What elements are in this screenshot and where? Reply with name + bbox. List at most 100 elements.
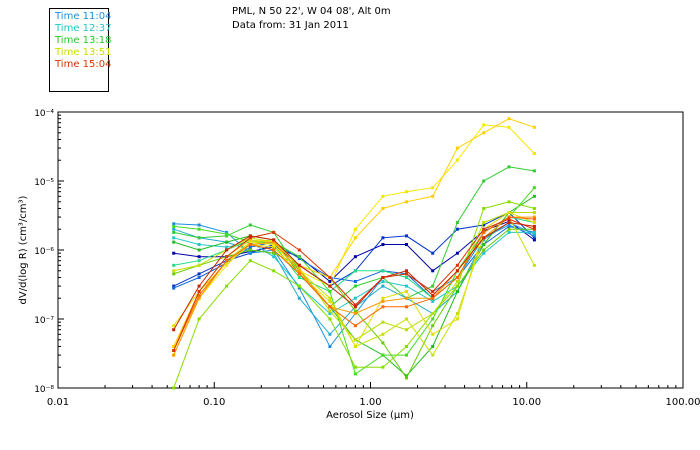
data-point — [507, 211, 511, 214]
data-point — [455, 290, 459, 293]
data-point — [328, 299, 332, 303]
data-point — [353, 372, 357, 376]
x-tick-label: 0.01 — [47, 397, 69, 408]
data-point — [532, 194, 536, 198]
series-12 — [172, 200, 536, 390]
series-line — [173, 231, 535, 315]
data-point — [248, 240, 252, 244]
data-point — [507, 117, 511, 121]
data-point — [172, 349, 176, 352]
data-point — [405, 200, 408, 204]
data-point — [197, 259, 201, 263]
data-point — [381, 365, 385, 369]
data-point — [482, 207, 486, 210]
data-point — [353, 255, 357, 259]
data-point — [248, 236, 252, 240]
chart-title: PML, N 50 22', W 04 08', Alt 0m — [232, 6, 391, 17]
data-point — [225, 263, 229, 267]
data-point — [297, 269, 301, 273]
y-tick-label: 10⁻⁶ — [34, 247, 54, 257]
data-point — [532, 234, 536, 238]
data-point — [405, 353, 408, 357]
data-point — [328, 345, 332, 348]
data-point — [297, 296, 301, 300]
data-point — [532, 221, 536, 224]
data-point — [405, 234, 408, 238]
data-point — [248, 259, 252, 263]
data-point — [353, 338, 357, 342]
data-point — [455, 221, 459, 224]
data-point — [482, 236, 486, 240]
data-point — [172, 230, 176, 234]
data-point — [482, 248, 486, 252]
data-point — [405, 328, 408, 332]
data-point — [197, 290, 201, 293]
data-point — [172, 222, 176, 226]
tick-layer: 0.01 0.10 1.00 10.00 100.00 10⁻⁸ 10⁻⁷ 10⁻⁶ 10⁻⁵ 1… — [34, 109, 700, 408]
data-point — [297, 248, 301, 252]
data-point — [482, 221, 486, 224]
data-point — [431, 353, 435, 357]
data-point — [405, 290, 408, 293]
data-point — [353, 303, 357, 307]
data-point — [225, 255, 229, 259]
data-point — [297, 286, 301, 290]
data-point — [482, 179, 486, 183]
data-point — [405, 376, 408, 380]
data-point — [353, 284, 357, 288]
y-tick-label: 10⁻⁸ — [34, 385, 54, 395]
data-point — [381, 332, 385, 336]
data-point — [197, 293, 201, 297]
data-point — [405, 272, 408, 276]
x-axis-label: Aerosol Size (μm) — [326, 410, 414, 421]
data-point — [328, 317, 332, 321]
data-point — [431, 332, 435, 336]
data-point — [405, 284, 408, 288]
data-point — [405, 345, 408, 348]
data-point — [225, 240, 229, 244]
data-point — [507, 221, 511, 224]
data-point — [532, 217, 536, 221]
data-point — [431, 345, 435, 348]
data-point — [455, 280, 459, 283]
data-point — [248, 223, 252, 227]
data-point — [328, 276, 332, 279]
data-point — [381, 353, 385, 357]
data-point — [405, 276, 408, 279]
data-point — [507, 223, 511, 227]
data-point — [328, 296, 332, 300]
data-point — [405, 305, 408, 309]
data-point — [353, 269, 357, 273]
data-point — [532, 238, 536, 242]
data-point — [248, 238, 252, 242]
data-point — [197, 255, 201, 259]
data-point — [353, 365, 357, 369]
data-point — [381, 276, 385, 279]
data-point — [353, 324, 357, 328]
data-point — [455, 146, 459, 150]
data-point — [431, 317, 435, 321]
data-point — [272, 230, 276, 234]
data-point — [507, 165, 511, 169]
data-point — [381, 194, 385, 198]
data-point — [431, 251, 435, 255]
data-point — [197, 227, 201, 231]
x-tick-label: 100.00 — [666, 397, 700, 408]
data-point — [172, 227, 176, 231]
data-point — [172, 386, 176, 390]
data-point — [272, 269, 276, 273]
data-point — [197, 272, 201, 276]
data-point — [455, 276, 459, 279]
data-point — [197, 317, 201, 321]
data-point — [172, 286, 176, 290]
data-point — [225, 248, 229, 252]
legend-item-1318: Time 13:18 — [55, 35, 112, 46]
series-19 — [172, 215, 536, 352]
data-point — [405, 269, 408, 273]
data-point — [381, 341, 385, 345]
data-point — [482, 251, 486, 255]
data-point — [455, 284, 459, 288]
data-point — [248, 234, 252, 238]
data-point — [297, 266, 301, 270]
data-point — [353, 236, 357, 240]
